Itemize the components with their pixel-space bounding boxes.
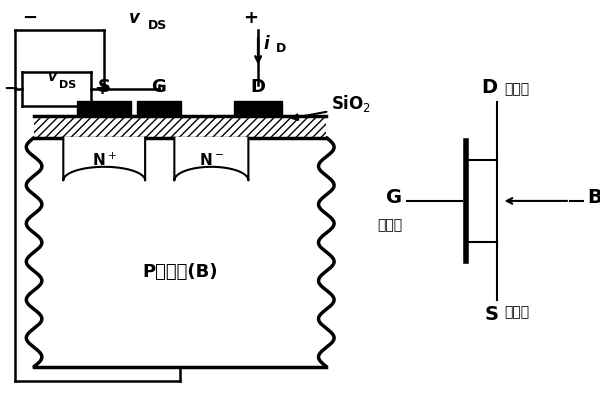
- Text: i: i: [264, 35, 270, 53]
- Text: DS: DS: [59, 80, 77, 90]
- Polygon shape: [64, 138, 145, 180]
- Text: v: v: [47, 70, 56, 84]
- Text: D: D: [275, 42, 286, 55]
- Bar: [77, 100, 131, 116]
- Text: P型衬底(B): P型衬底(B): [142, 262, 218, 280]
- Text: D: D: [251, 78, 266, 96]
- Text: B: B: [587, 188, 600, 208]
- Text: D: D: [481, 78, 497, 97]
- Bar: [34, 116, 326, 138]
- Text: S: S: [98, 78, 111, 96]
- Bar: [234, 100, 283, 116]
- Text: +: +: [244, 8, 259, 26]
- Text: （源）: （源）: [505, 305, 530, 319]
- Polygon shape: [175, 138, 248, 180]
- Text: S: S: [485, 305, 499, 324]
- Text: DS: DS: [148, 20, 167, 32]
- Text: N$^-$: N$^-$: [199, 152, 224, 168]
- Text: v: v: [129, 8, 140, 26]
- Text: −: −: [22, 8, 38, 26]
- Text: G: G: [386, 188, 402, 208]
- Text: +: +: [94, 80, 109, 98]
- Text: G: G: [151, 78, 166, 96]
- Bar: [34, 116, 326, 138]
- Text: N$^+$: N$^+$: [92, 151, 116, 169]
- Text: （漏）: （漏）: [505, 83, 530, 97]
- Text: −: −: [4, 80, 19, 98]
- Bar: [137, 100, 181, 116]
- Text: （栅）: （栅）: [377, 218, 402, 232]
- Text: SiO$_2$: SiO$_2$: [331, 93, 371, 114]
